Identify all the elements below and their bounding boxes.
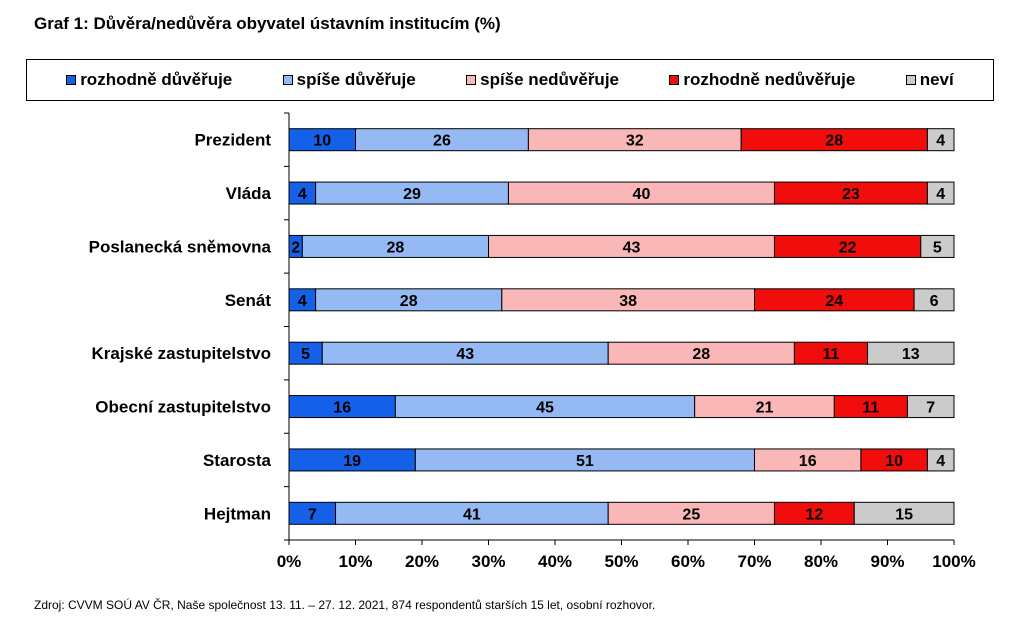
data-label: 23 <box>842 186 860 203</box>
data-label: 16 <box>333 400 351 417</box>
bar-segment <box>906 395 955 419</box>
x-tick-label: 100% <box>932 552 975 571</box>
legend-item: spíše nedůvěřuje <box>466 70 619 90</box>
x-tick-label: 90% <box>870 552 904 571</box>
legend-swatch <box>669 75 680 85</box>
x-tick-label: 70% <box>737 552 771 571</box>
bar-segment <box>920 234 955 258</box>
category-label: Starosta <box>203 451 272 470</box>
data-label: 28 <box>825 133 843 150</box>
data-label: 28 <box>692 346 710 363</box>
category-label: Senát <box>225 291 272 310</box>
x-tick-label: 30% <box>471 552 505 571</box>
bar-segment <box>913 288 955 312</box>
data-label: 16 <box>799 453 817 470</box>
data-label: 29 <box>403 186 421 203</box>
legend-swatch <box>466 75 477 85</box>
legend-item: neví <box>905 70 954 90</box>
data-label: 43 <box>456 346 474 363</box>
legend-item: spíše důvěřuje <box>282 70 416 90</box>
data-label: 4 <box>298 293 307 310</box>
data-label: 11 <box>862 400 879 417</box>
legend-label: spíše nedůvěřuje <box>480 70 619 89</box>
chart-legend: rozhodně důvěřuje spíše důvěřuje spíše ned… <box>26 59 994 101</box>
data-label: 4 <box>936 133 945 150</box>
legend-label: spíše důvěřuje <box>296 70 416 89</box>
data-label: 4 <box>936 186 945 203</box>
data-label: 11 <box>823 346 840 363</box>
data-label: 10 <box>885 453 903 470</box>
legend-label: rozhodně nedůvěřuje <box>683 70 856 89</box>
source-note: Zdroj: CVVM SOÚ AV ČR, Naše společnost 1… <box>34 598 656 612</box>
category-label: Vláda <box>226 184 272 203</box>
data-label: 45 <box>536 400 554 417</box>
category-label: Krajské zastupitelstvo <box>91 344 271 363</box>
legend-swatch <box>905 75 916 85</box>
category-label: Hejtman <box>204 504 271 523</box>
bar-segment <box>853 501 955 525</box>
data-label: 5 <box>301 346 310 363</box>
data-label: 6 <box>930 293 939 310</box>
data-label: 15 <box>895 506 913 523</box>
chart-title: Graf 1: Důvěra/nedůvěra obyvatel ústavní… <box>34 14 501 33</box>
data-label: 25 <box>682 506 700 523</box>
legend-label: rozhodně důvěřuje <box>80 70 233 89</box>
x-tick-label: 80% <box>804 552 838 571</box>
data-label: 40 <box>633 186 651 203</box>
data-label: 43 <box>623 239 641 256</box>
data-label: 24 <box>825 293 843 310</box>
category-label: Poslanecká sněmovna <box>89 237 272 256</box>
category-label: Obecní zastupitelstvo <box>95 398 271 417</box>
x-tick-label: 40% <box>538 552 572 571</box>
data-label: 7 <box>926 400 935 417</box>
data-label: 13 <box>902 346 920 363</box>
data-label: 7 <box>308 506 317 523</box>
data-label: 19 <box>343 453 361 470</box>
data-label: 41 <box>463 506 481 523</box>
x-tick-label: 50% <box>604 552 638 571</box>
data-label: 22 <box>839 239 857 256</box>
data-label: 26 <box>433 133 451 150</box>
data-label: 12 <box>805 506 823 523</box>
bar-segment <box>926 181 955 205</box>
data-label: 28 <box>387 239 405 256</box>
data-label: 2 <box>291 239 300 256</box>
x-tick-label: 0% <box>277 552 302 571</box>
data-label: 4 <box>936 453 945 470</box>
legend-swatch <box>66 75 77 85</box>
legend-item: rozhodně důvěřuje <box>66 70 232 90</box>
data-label: 51 <box>576 453 594 470</box>
x-tick-label: 10% <box>338 552 372 571</box>
bar-segment <box>926 448 955 472</box>
x-tick-label: 20% <box>405 552 439 571</box>
bar-segment <box>867 341 955 365</box>
data-label: 4 <box>298 186 307 203</box>
data-label: 28 <box>400 293 418 310</box>
legend-label: neví <box>919 70 954 89</box>
data-label: 10 <box>313 133 331 150</box>
x-tick-label: 60% <box>671 552 705 571</box>
legend-item: rozhodně nedůvěřuje <box>669 70 855 90</box>
bar-segment <box>926 128 955 152</box>
category-label: Prezident <box>194 131 271 150</box>
data-label: 38 <box>619 293 637 310</box>
data-label: 32 <box>626 133 644 150</box>
data-label: 5 <box>933 239 942 256</box>
data-label: 21 <box>756 400 774 417</box>
legend-swatch <box>282 75 293 85</box>
